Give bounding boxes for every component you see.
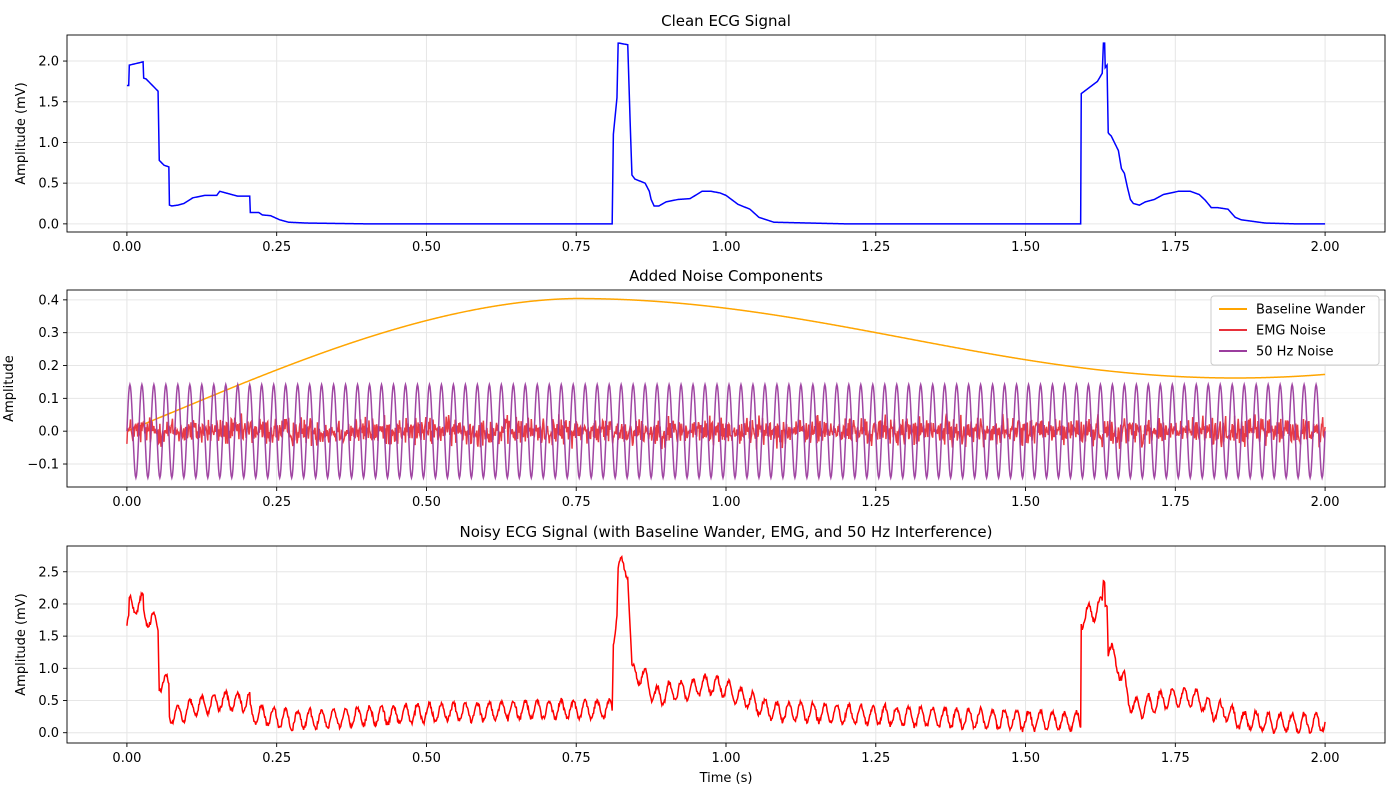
legend-label: 50 Hz Noise (1256, 345, 1333, 360)
chart-panel-2: 0.00 0.25 0.50 0.75 1.00 1.25 1.50 1.75 2.00 −0.1… (2, 267, 1386, 510)
chart-title: Added Noise Components (629, 267, 823, 285)
y-tick-label: 0.4 (38, 293, 59, 308)
chart-title: Clean ECG Signal (661, 12, 791, 30)
x-tick-label: 0.50 (412, 495, 441, 510)
x-tick-label: 1.75 (1161, 751, 1190, 766)
y-tick-label: 0.0 (38, 726, 59, 741)
x-tick-label: 2.00 (1311, 495, 1340, 510)
y-axis-label: Amplitude (mV) (14, 593, 29, 695)
series-baseline-wander (126, 297, 1326, 432)
x-tick-label: 1.50 (1011, 495, 1040, 510)
x-tick-label: 0.25 (262, 240, 291, 255)
x-tick-label: 1.25 (861, 240, 890, 255)
y-tick-label: −0.1 (27, 458, 59, 473)
series-50hz-noise (126, 381, 1326, 481)
y-tick-label: 1.0 (38, 662, 59, 677)
x-axis-label: Time (s) (699, 771, 753, 786)
y-tick-label: 0.3 (38, 326, 59, 341)
y-tick-label: 0.0 (38, 217, 59, 232)
x-tick-label: 1.75 (1161, 495, 1190, 510)
y-tick-label: 1.5 (38, 630, 59, 645)
x-tick-label: 1.00 (712, 495, 741, 510)
x-tick-label: 0.00 (112, 751, 141, 766)
y-tick-label: 0.2 (38, 359, 59, 374)
x-tick-label: 1.50 (1011, 751, 1040, 766)
x-tick-label: 0.00 (112, 240, 141, 255)
series-noisy-ecg (126, 555, 1326, 735)
legend-label: Baseline Wander (1256, 303, 1366, 318)
x-tick-label: 0.75 (562, 751, 591, 766)
y-tick-label: 2.5 (38, 565, 59, 580)
y-tick-label: 2.0 (38, 55, 59, 70)
y-tick-label: 0.0 (38, 425, 59, 440)
y-axis-label: Amplitude (mV) (14, 82, 29, 184)
x-tick-label: 0.25 (262, 751, 291, 766)
legend-label: EMG Noise (1256, 324, 1326, 339)
x-tick-label: 1.00 (712, 240, 741, 255)
y-tick-label: 2.0 (38, 597, 59, 612)
legend-box (1210, 295, 1380, 366)
y-tick-label: 0.5 (38, 694, 59, 709)
x-tick-label: 2.00 (1311, 240, 1340, 255)
y-tick-label: 0.5 (38, 177, 59, 192)
series-clean-ecg (126, 42, 1326, 225)
x-tick-label: 1.25 (861, 495, 890, 510)
chart-panel-1: 0.00 0.25 0.50 0.75 1.00 1.25 1.50 1.75 2.00 0.0 0… (14, 12, 1386, 255)
y-tick-label: 0.1 (38, 392, 59, 407)
x-tick-label: 2.00 (1311, 751, 1340, 766)
x-tick-label: 1.25 (861, 751, 890, 766)
x-tick-label: 0.25 (262, 495, 291, 510)
x-tick-label: 1.75 (1161, 240, 1190, 255)
legend: Baseline Wander EMG Noise 50 Hz Noise (1210, 295, 1380, 366)
x-tick-label: 1.50 (1011, 240, 1040, 255)
x-tick-label: 0.75 (562, 495, 591, 510)
y-tick-label: 1.5 (38, 95, 59, 110)
chart-title: Noisy ECG Signal (with Baseline Wander, … (459, 523, 992, 541)
y-axis-label: Amplitude (2, 355, 17, 422)
x-tick-label: 0.75 (562, 240, 591, 255)
x-tick-label: 0.50 (412, 751, 441, 766)
x-tick-label: 0.50 (412, 240, 441, 255)
y-tick-label: 1.0 (38, 136, 59, 151)
x-tick-label: 1.00 (712, 751, 741, 766)
x-tick-label: 0.00 (112, 495, 141, 510)
chart-panel-3: 0.00 0.25 0.50 0.75 1.00 1.25 1.50 1.75 2.00 0.0 0… (14, 523, 1386, 786)
